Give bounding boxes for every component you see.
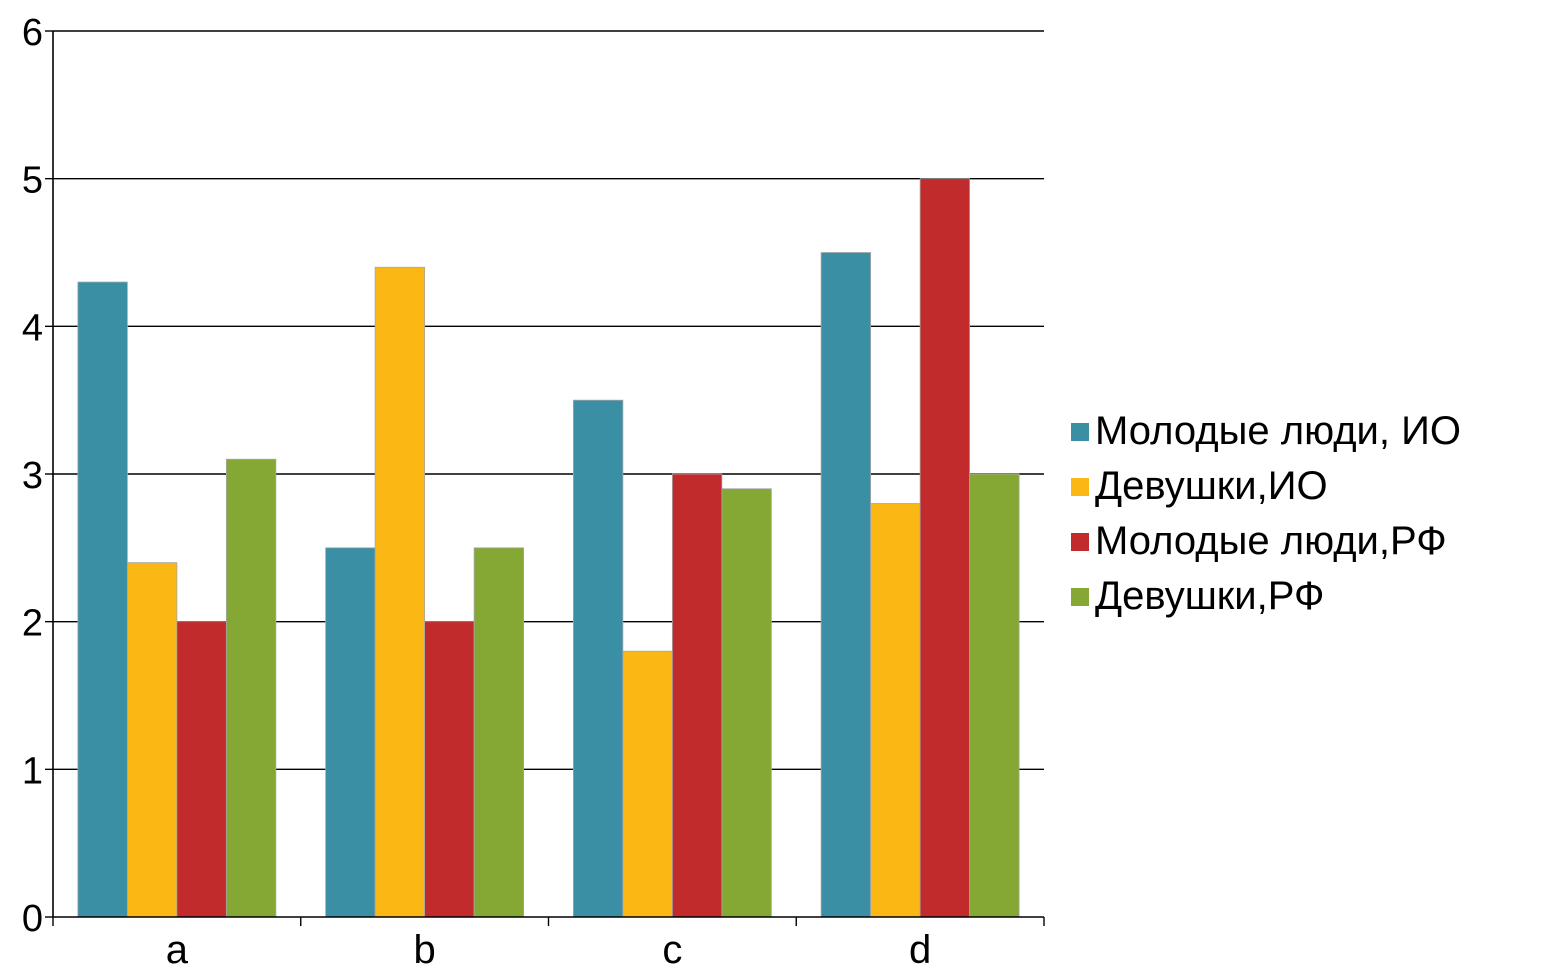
x-tick-label: c — [662, 928, 682, 972]
tick-labels: 0 1 2 3 4 5 6 a b c d — [22, 12, 931, 972]
legend-swatch — [1071, 532, 1089, 551]
legend: Молодые люди, ИО Девушки,ИО Молодые люди,Р… — [1071, 404, 1461, 624]
x-tick-label: a — [166, 928, 189, 972]
y-tick-label: 1 — [22, 750, 43, 792]
y-tick-label: 2 — [22, 603, 43, 645]
legend-swatch — [1071, 422, 1089, 441]
legend-label: Девушки,ИО — [1095, 464, 1328, 508]
legend-label: Девушки,РФ — [1095, 574, 1325, 618]
bar — [919, 178, 971, 918]
bar — [721, 488, 772, 918]
bar — [820, 252, 872, 918]
legend-swatch — [1071, 477, 1089, 496]
bar — [126, 562, 178, 918]
bar — [325, 547, 376, 918]
bars — [77, 178, 1020, 918]
legend-label: Молодые люди,РФ — [1095, 519, 1447, 563]
bar — [969, 473, 1020, 918]
legend-item: Молодые люди,РФ — [1071, 514, 1461, 569]
y-tick-label: 4 — [22, 307, 43, 349]
legend-item: Девушки,ИО — [1071, 459, 1461, 514]
legend-label: Молодые люди, ИО — [1095, 409, 1461, 453]
legend-item: Девушки,РФ — [1071, 569, 1461, 624]
legend-swatch — [1071, 587, 1089, 606]
bar — [671, 473, 723, 918]
bar — [225, 458, 277, 918]
y-tick-label: 6 — [22, 12, 43, 54]
y-tick-label: 3 — [22, 455, 43, 497]
bar — [176, 621, 227, 918]
axes — [45, 30, 1045, 926]
bar — [424, 621, 475, 918]
bar — [572, 399, 624, 918]
x-tick-label: d — [909, 928, 931, 972]
bar — [473, 547, 525, 918]
y-tick-label: 0 — [22, 898, 43, 940]
x-tick-label: b — [414, 928, 436, 972]
y-tick-label: 5 — [22, 160, 43, 202]
bar — [622, 650, 673, 918]
bar — [374, 266, 426, 918]
legend-item: Молодые люди, ИО — [1071, 404, 1461, 459]
bar — [870, 503, 921, 918]
bar — [77, 281, 128, 918]
